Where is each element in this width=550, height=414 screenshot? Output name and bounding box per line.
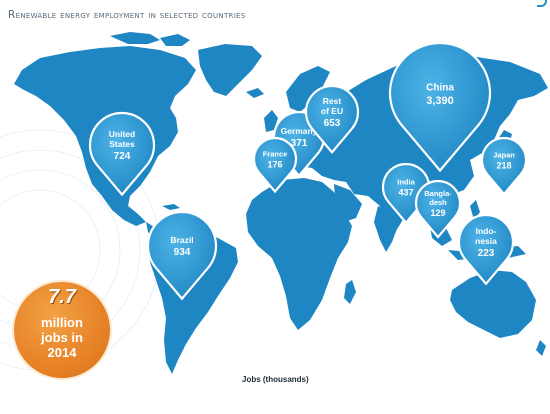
- arctic-islands-shape: [110, 32, 160, 44]
- pin-label-rest-of-eu: Rest: [323, 96, 342, 106]
- pin-china: China 3,390: [388, 41, 492, 173]
- pin-shape-bangladesh: [414, 179, 462, 239]
- jobs-caption: Jobs (thousands): [242, 375, 309, 384]
- pin-value-france: 176: [267, 159, 282, 169]
- pin-value-germany: 371: [291, 138, 308, 149]
- pin-shape-indonesia: [457, 213, 515, 286]
- pin-label-indonesia: Indo-: [476, 226, 497, 236]
- pin-label-france: France: [263, 149, 288, 158]
- pin-brazil: Brazil 934: [146, 210, 218, 301]
- pin-value-indonesia: 223: [478, 248, 495, 259]
- chart-title: Renewable energy employment in selected …: [8, 9, 246, 21]
- australia-shape: [450, 270, 536, 338]
- pin-shape-france: [252, 136, 298, 194]
- pin-label-china: China: [426, 82, 454, 93]
- pin-value-china: 3,390: [426, 95, 454, 107]
- uk-shape: [264, 110, 278, 132]
- india-shape: [374, 206, 398, 252]
- pin-label-india: India: [397, 177, 415, 186]
- pin-label-bangladesh: Bangla-: [424, 189, 452, 198]
- pin-shape-united-states: [88, 111, 156, 197]
- pin-shape-china: [388, 41, 492, 173]
- scandinavia-shape: [286, 66, 330, 112]
- pin-shape-japan: [480, 136, 528, 196]
- corner-mark: [537, 0, 547, 7]
- total-jobs-badge: 7.7 million jobs in 2014: [14, 282, 110, 378]
- greenland-shape: [198, 44, 262, 96]
- pin-value-united-states: 724: [114, 151, 131, 162]
- pin-value-japan: 218: [496, 160, 511, 170]
- pin-label-rest-of-eu: of EU: [321, 106, 343, 116]
- total-jobs-line3: 2014: [47, 345, 77, 360]
- pin-indonesia: Indo-nesia 223: [457, 213, 515, 286]
- pin-value-bangladesh: 129: [430, 208, 445, 218]
- pin-label-germany: Germany: [281, 126, 318, 136]
- pin-label-indonesia: nesia: [475, 236, 497, 246]
- pin-label-united-states: United: [109, 129, 135, 139]
- pin-value-india: 437: [398, 187, 413, 197]
- pin-label-brazil: Brazil: [170, 235, 193, 245]
- pin-label-united-states: States: [109, 139, 135, 149]
- total-jobs-line2: jobs in: [41, 330, 83, 345]
- pin-shape-rest-of-eu: [304, 84, 360, 155]
- pin-value-brazil: 934: [174, 247, 191, 258]
- total-jobs-value: 7.7: [48, 286, 76, 308]
- pin-shape-brazil: [146, 210, 218, 301]
- pin-value-rest-of-eu: 653: [324, 118, 341, 129]
- pin-label-bangladesh: desh: [429, 198, 447, 207]
- africa-shape: [246, 178, 352, 330]
- total-jobs-line1: million: [41, 315, 83, 330]
- pin-label-japan: Japan: [493, 150, 515, 159]
